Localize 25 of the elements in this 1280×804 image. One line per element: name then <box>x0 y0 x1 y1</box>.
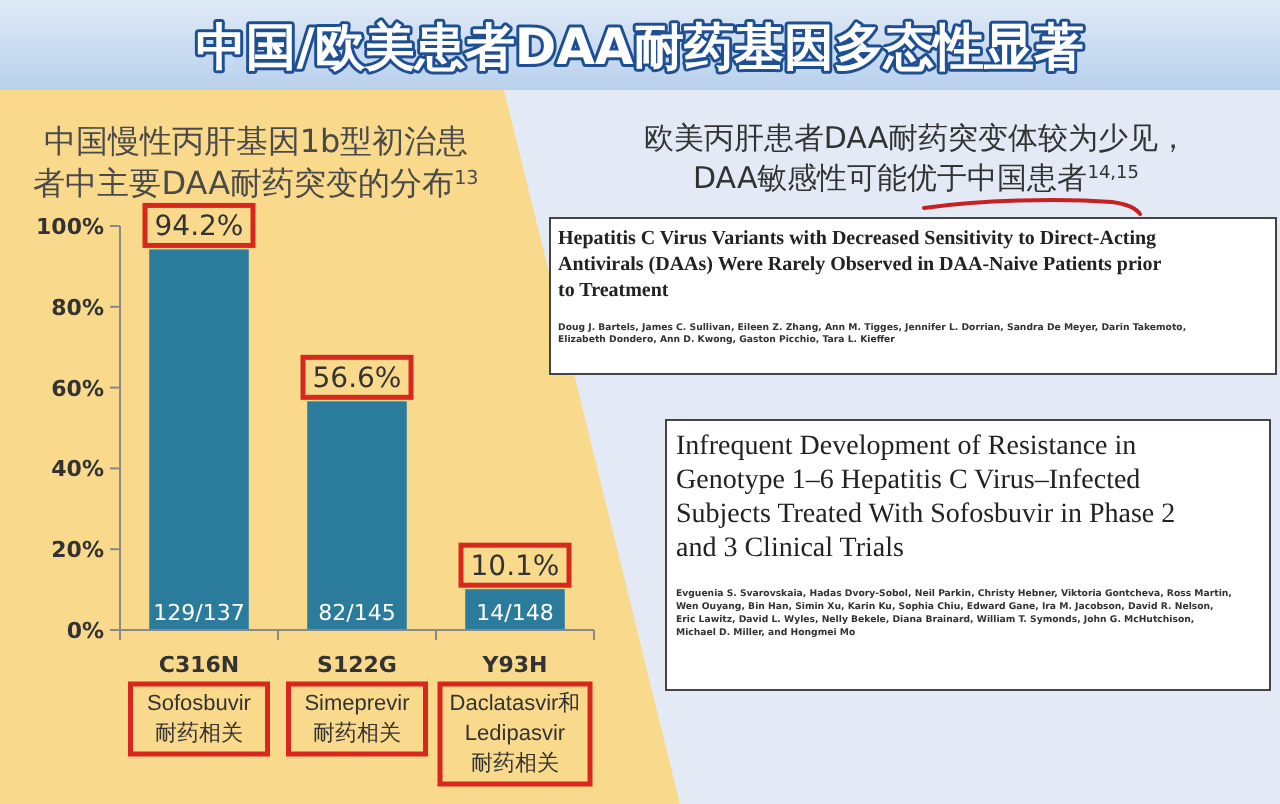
annotation: 14/148 <box>476 600 554 626</box>
y-tick-label: 60% <box>51 375 104 402</box>
x-tick-label: S122G <box>317 652 397 678</box>
data-label: 94.2% <box>154 211 244 244</box>
chart-title: 中国/欧美患者DAA耐药基因多态性显著 <box>196 18 1084 76</box>
x-tick-label: Y93H <box>480 652 548 678</box>
text: Daclatasvir和Ledipasvir耐药相关 <box>449 690 581 776</box>
annotation: 129/137 <box>153 600 245 626</box>
data-label: 10.1% <box>470 551 560 584</box>
x-tick-label: C316N <box>158 652 240 678</box>
y-tick-label: 80% <box>51 294 104 321</box>
text: Sofosbuvir耐药相关 <box>147 692 252 746</box>
y-tick-label: 0% <box>66 618 104 644</box>
text: 欧美丙肝患者DAA耐药突变体较为少见， DAA敏感性可能优于中国患者$^{14,15}$ <box>643 120 1189 196</box>
bar <box>307 401 407 630</box>
y-tick-label: 100% <box>36 214 104 240</box>
data-label: 56.6% <box>312 363 402 396</box>
annotation: 82/145 <box>318 600 396 626</box>
chart-subtitle: 中国慢性丙肝基因1b型初治患者中主要DAA耐药突变的分布$^{13}$ <box>33 122 479 202</box>
y-tick-label: 20% <box>51 537 104 564</box>
text: Infrequent Development of Resistance in Genotype 1–6 Hepatitis C Virus–Infected Subjects Treated With Sofosbuvir in Phase 2 and 3 Clinical Trials <box>676 432 1176 564</box>
text: Simeprevir耐药相关 <box>304 692 411 746</box>
y-tick-label: 40% <box>51 456 104 483</box>
bar <box>149 249 249 630</box>
annotation: Hepatitis C Virus Variants with Decreased Sensitivity to Direct-Acting Antivirals (DAAs) Were Rarely Observed in DAA-Naive Patients prior to Treatment <box>558 228 1163 302</box>
